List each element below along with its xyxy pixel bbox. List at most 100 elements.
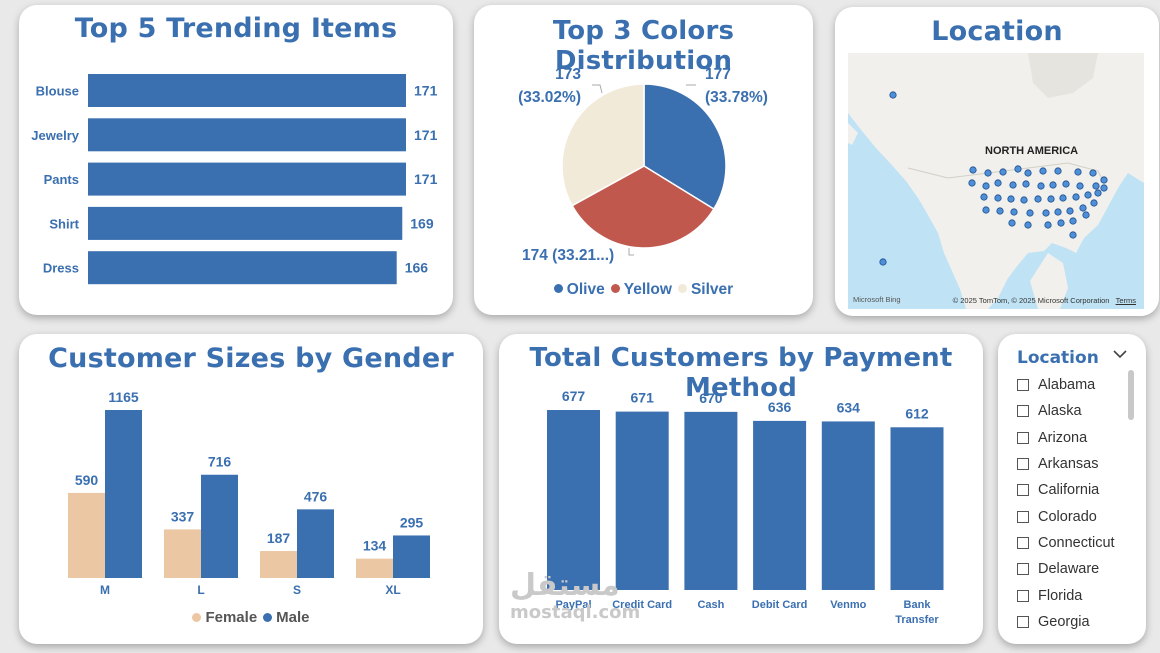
- map-marker[interactable]: [1079, 204, 1087, 212]
- slicer-item[interactable]: California: [1017, 477, 1115, 503]
- map-marker[interactable]: [1009, 181, 1017, 189]
- map-marker[interactable]: [1054, 208, 1062, 216]
- map-marker[interactable]: [1094, 189, 1102, 197]
- size-bar-male[interactable]: [201, 474, 238, 578]
- legend-item[interactable]: Olive: [553, 281, 605, 299]
- slicer-item[interactable]: Arkansas: [1017, 451, 1115, 477]
- slicer-item[interactable]: Florida: [1017, 582, 1115, 608]
- map-marker[interactable]: [1089, 169, 1097, 177]
- size-bar-female[interactable]: [356, 558, 393, 578]
- map-marker[interactable]: [1084, 191, 1092, 199]
- map-marker[interactable]: [1062, 180, 1070, 188]
- map-marker[interactable]: [1024, 221, 1032, 229]
- map-marker[interactable]: [1042, 209, 1050, 217]
- map-marker[interactable]: [1022, 180, 1030, 188]
- slicer-item[interactable]: Delaware: [1017, 556, 1115, 582]
- trending-bar[interactable]: [88, 74, 406, 107]
- size-bar-female[interactable]: [68, 492, 105, 578]
- map-marker[interactable]: [879, 258, 887, 266]
- payment-bar[interactable]: [890, 427, 944, 590]
- size-bar-male[interactable]: [297, 509, 334, 578]
- map-marker[interactable]: [982, 182, 990, 190]
- map-marker[interactable]: [1069, 217, 1077, 225]
- size-bar-male[interactable]: [105, 410, 142, 578]
- checkbox[interactable]: [1017, 615, 1029, 628]
- checkbox[interactable]: [1017, 484, 1029, 497]
- trending-bar[interactable]: [88, 251, 397, 285]
- map-marker[interactable]: [969, 166, 977, 174]
- map-marker[interactable]: [1059, 194, 1067, 202]
- map-terms-link[interactable]: Terms: [1115, 296, 1136, 305]
- size-bar-female[interactable]: [164, 529, 201, 578]
- map-marker[interactable]: [1039, 167, 1047, 175]
- map-marker[interactable]: [1007, 195, 1015, 203]
- map-marker[interactable]: [1100, 184, 1108, 192]
- slicer-item[interactable]: Georgia: [1017, 609, 1115, 635]
- slicer-item[interactable]: Colorado: [1017, 503, 1115, 529]
- checkbox[interactable]: [1017, 379, 1029, 392]
- map-marker[interactable]: [1047, 195, 1055, 203]
- pie-slice[interactable]: [643, 83, 727, 211]
- map-marker[interactable]: [994, 194, 1002, 202]
- size-bar-female[interactable]: [260, 551, 297, 578]
- map-marker[interactable]: [1082, 211, 1090, 219]
- map-marker[interactable]: [994, 179, 1002, 187]
- colors-legend: Olive Yellow Silver: [474, 281, 813, 299]
- slicer-scrollbar[interactable]: [1128, 370, 1134, 420]
- map-marker[interactable]: [1014, 165, 1022, 173]
- checkbox[interactable]: [1017, 589, 1029, 602]
- payment-bar[interactable]: [684, 411, 738, 590]
- payment-bar[interactable]: [821, 421, 875, 590]
- map-marker[interactable]: [1069, 231, 1077, 239]
- map-marker[interactable]: [1072, 193, 1080, 201]
- map-marker[interactable]: [996, 207, 1004, 215]
- map-marker[interactable]: [1092, 182, 1100, 190]
- map-marker[interactable]: [1010, 208, 1018, 216]
- size-bar-male[interactable]: [393, 535, 430, 578]
- location-map[interactable]: NORTH AMERICA Microsoft Bing © 2025 TomT…: [848, 53, 1144, 309]
- checkbox[interactable]: [1017, 536, 1029, 549]
- map-marker[interactable]: [999, 168, 1007, 176]
- checkbox[interactable]: [1017, 458, 1029, 471]
- map-marker[interactable]: [1074, 168, 1082, 176]
- legend-item[interactable]: Male: [263, 609, 310, 626]
- trending-bar[interactable]: [88, 162, 406, 196]
- map-marker[interactable]: [1066, 207, 1074, 215]
- map-marker[interactable]: [1057, 219, 1065, 227]
- map-marker[interactable]: [889, 91, 897, 99]
- pie-slice[interactable]: [561, 83, 645, 207]
- legend-item[interactable]: Silver: [677, 281, 733, 299]
- map-marker[interactable]: [1034, 195, 1042, 203]
- map-marker[interactable]: [1024, 169, 1032, 177]
- map-marker[interactable]: [968, 179, 976, 187]
- checkbox[interactable]: [1017, 510, 1029, 523]
- map-marker[interactable]: [1090, 199, 1098, 207]
- map-marker[interactable]: [1076, 182, 1084, 190]
- trending-bar[interactable]: [88, 118, 406, 152]
- chevron-down-icon[interactable]: [1112, 346, 1128, 362]
- map-marker[interactable]: [984, 169, 992, 177]
- slicer-item[interactable]: Alabama: [1017, 372, 1115, 398]
- map-marker[interactable]: [1026, 209, 1034, 217]
- map-marker[interactable]: [1100, 176, 1108, 184]
- map-marker[interactable]: [1049, 181, 1057, 189]
- legend-item[interactable]: Yellow: [610, 281, 672, 299]
- slicer-item[interactable]: Connecticut: [1017, 530, 1115, 556]
- trending-bar[interactable]: [88, 206, 403, 240]
- payment-bar[interactable]: [753, 420, 807, 590]
- map-marker[interactable]: [1020, 196, 1028, 204]
- map-marker[interactable]: [1037, 182, 1045, 190]
- payment-bar[interactable]: [547, 410, 600, 590]
- slicer-item[interactable]: Alaska: [1017, 398, 1115, 424]
- map-marker[interactable]: [1044, 221, 1052, 229]
- payment-bar[interactable]: [615, 411, 669, 590]
- map-marker[interactable]: [1054, 167, 1062, 175]
- map-marker[interactable]: [1008, 219, 1016, 227]
- map-marker[interactable]: [982, 206, 990, 214]
- checkbox[interactable]: [1017, 563, 1029, 576]
- map-marker[interactable]: [980, 193, 988, 201]
- legend-item[interactable]: Female: [192, 609, 257, 626]
- slicer-item[interactable]: Arizona: [1017, 425, 1115, 451]
- checkbox[interactable]: [1017, 431, 1029, 444]
- checkbox[interactable]: [1017, 405, 1029, 418]
